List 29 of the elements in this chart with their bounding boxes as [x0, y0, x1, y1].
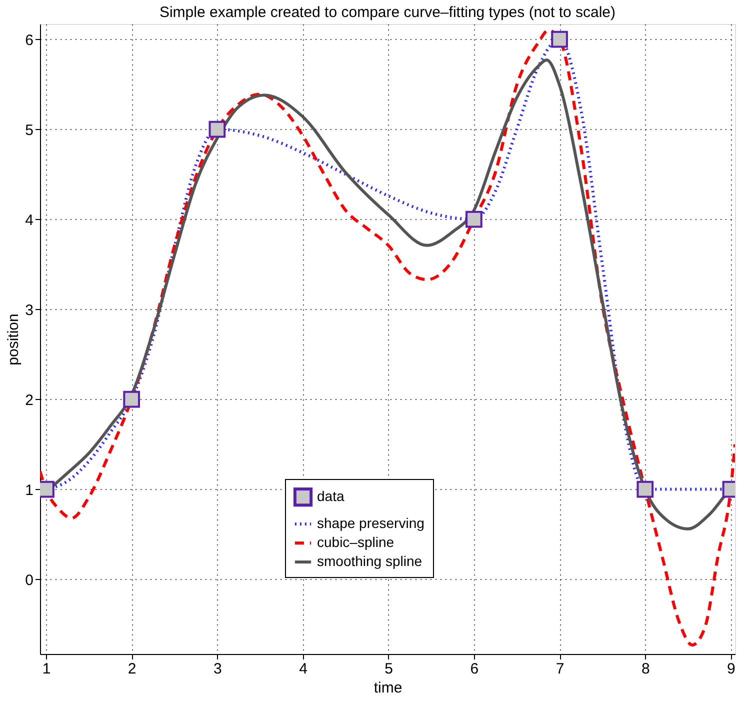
x-tick-label: 7 [556, 660, 564, 678]
chart-title: Simple example created to compare curve–fitting types (not to scale) [159, 4, 616, 21]
x-tick-label: 5 [384, 660, 394, 678]
y-tick-label: 2 [25, 392, 34, 409]
y-tick-label: 3 [25, 302, 34, 319]
y-tick-label: 1 [25, 482, 34, 499]
legend-label: shape preserving [317, 515, 424, 531]
y-axis-title: position [5, 314, 22, 366]
legend-label: smoothing spline [317, 553, 422, 569]
point [466, 210, 482, 228]
point [636, 480, 654, 498]
y-tick-label: 4 [25, 212, 34, 229]
legend-label: cubic–spline [317, 534, 394, 550]
legend-label: data [317, 488, 344, 504]
x-tick-label: 6 [470, 660, 479, 678]
y-tick-label: 0 [25, 572, 34, 589]
point [123, 390, 140, 408]
y-tick-label: 6 [25, 32, 34, 49]
x-tick-label: 3 [214, 660, 222, 678]
x-axis-title: time [374, 680, 402, 696]
line-series [40, 28, 735, 646]
x-tick-label: 8 [641, 660, 650, 678]
point [551, 30, 568, 48]
point [208, 120, 226, 138]
y-tick-label: 5 [25, 122, 34, 139]
x-tick-label: 9 [727, 660, 736, 678]
x-tick-label: 1 [42, 660, 51, 678]
x-tick-label: 2 [128, 660, 136, 678]
x-tick-label: 4 [299, 660, 308, 678]
